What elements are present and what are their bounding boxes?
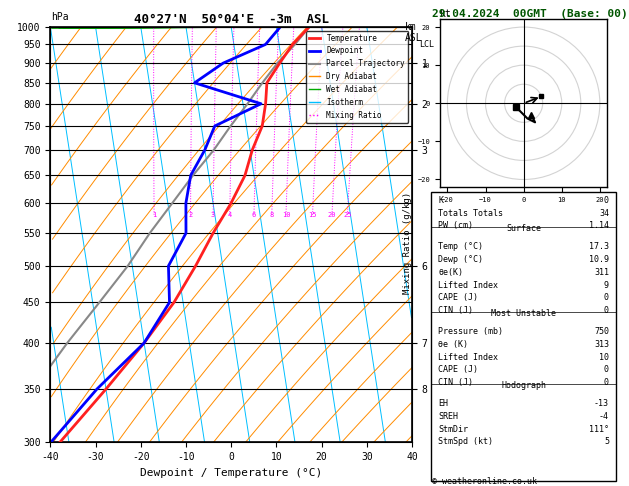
Text: -13: -13 [594,399,609,408]
Text: Surface: Surface [506,224,541,233]
Text: 0: 0 [604,365,609,374]
Text: EH: EH [438,399,448,408]
Text: 4: 4 [228,212,232,218]
Text: CAPE (J): CAPE (J) [438,365,478,374]
Text: 29.04.2024  00GMT  (Base: 00): 29.04.2024 00GMT (Base: 00) [432,9,628,19]
Text: Temp (°C): Temp (°C) [438,242,483,251]
Text: 311: 311 [594,268,609,277]
Text: K: K [438,196,443,205]
Text: 0: 0 [604,196,609,205]
Text: CAPE (J): CAPE (J) [438,294,478,302]
Text: 10: 10 [599,352,609,362]
Text: PW (cm): PW (cm) [438,222,473,230]
Text: 0: 0 [604,378,609,387]
Text: 111°: 111° [589,424,609,434]
Text: hPa: hPa [52,12,69,22]
Text: 2: 2 [189,212,192,218]
Text: CIN (J): CIN (J) [438,378,473,387]
Text: CIN (J): CIN (J) [438,306,473,315]
Text: 8: 8 [270,212,274,218]
Text: 750: 750 [594,327,609,336]
Text: 9: 9 [604,280,609,290]
Text: km
ASL: km ASL [405,22,423,43]
Text: Pressure (mb): Pressure (mb) [438,327,503,336]
Text: © weatheronline.co.uk: © weatheronline.co.uk [432,477,537,486]
Text: 0: 0 [604,294,609,302]
Text: StmDir: StmDir [438,424,468,434]
Text: 1: 1 [152,212,156,218]
Text: 5: 5 [604,437,609,446]
Text: 34: 34 [599,208,609,218]
Text: 15: 15 [308,212,317,218]
Text: 6: 6 [252,212,256,218]
Text: SREH: SREH [438,412,459,421]
Text: -4: -4 [599,412,609,421]
Text: 3: 3 [211,212,215,218]
Text: kt: kt [440,9,452,19]
Text: Hodograph: Hodograph [501,381,546,390]
Text: Dewp (°C): Dewp (°C) [438,255,483,264]
Text: 10: 10 [282,212,290,218]
Title: 40°27'N  50°04'E  -3m  ASL: 40°27'N 50°04'E -3m ASL [133,13,329,26]
Text: Most Unstable: Most Unstable [491,309,556,318]
Text: 313: 313 [594,340,609,348]
Text: 0: 0 [604,306,609,315]
Text: 10.9: 10.9 [589,255,609,264]
Text: Mixing Ratio (g/kg): Mixing Ratio (g/kg) [403,192,412,294]
Text: 1.14: 1.14 [589,222,609,230]
Legend: Temperature, Dewpoint, Parcel Trajectory, Dry Adiabat, Wet Adiabat, Isotherm, Mi: Temperature, Dewpoint, Parcel Trajectory… [306,31,408,122]
Text: 17.3: 17.3 [589,242,609,251]
Text: 25: 25 [343,212,352,218]
Text: θe(K): θe(K) [438,268,464,277]
Text: 20: 20 [328,212,337,218]
X-axis label: Dewpoint / Temperature (°C): Dewpoint / Temperature (°C) [140,468,322,478]
Text: LCL: LCL [419,40,434,49]
Text: Lifted Index: Lifted Index [438,352,498,362]
Text: Lifted Index: Lifted Index [438,280,498,290]
Text: StmSpd (kt): StmSpd (kt) [438,437,493,446]
Text: Totals Totals: Totals Totals [438,208,503,218]
Text: θe (K): θe (K) [438,340,468,348]
